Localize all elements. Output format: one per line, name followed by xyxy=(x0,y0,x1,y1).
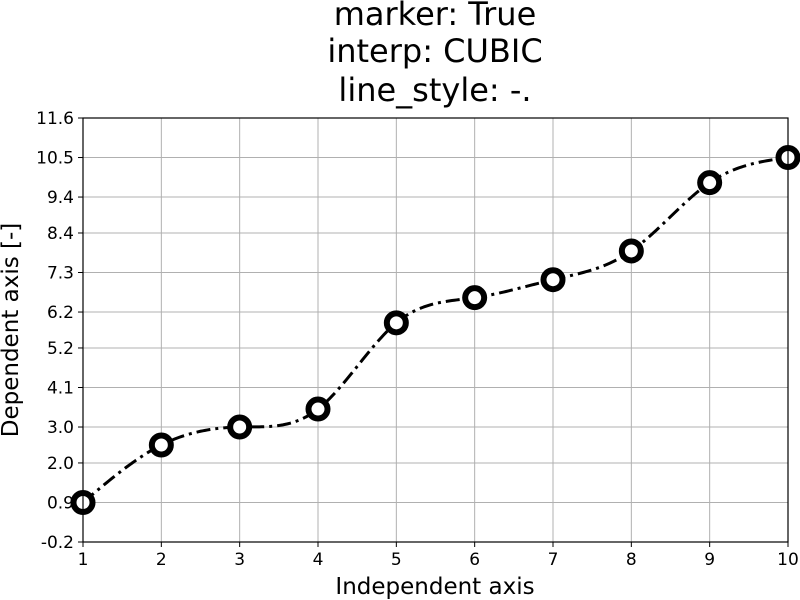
y-tick-label: 11.6 xyxy=(36,109,74,129)
x-tick-label: 4 xyxy=(313,550,324,570)
plot-frame xyxy=(82,117,789,543)
x-tick-label: 5 xyxy=(391,550,402,570)
y-tick-label: 5.2 xyxy=(47,339,74,359)
data-point-marker xyxy=(540,267,566,293)
y-tick-label: 6.2 xyxy=(47,303,74,323)
data-point-marker xyxy=(618,238,644,264)
y-tick-label: 10.5 xyxy=(36,149,74,169)
title-line-2: interp: CUBIC xyxy=(327,32,542,70)
series-line xyxy=(82,156,789,504)
data-point-marker xyxy=(305,396,331,422)
x-tick-label: 8 xyxy=(626,550,637,570)
series-line-group xyxy=(82,156,789,504)
y-axis-label: Dependent axis [-] xyxy=(0,223,24,437)
axis-ticks: 1 2 3 4 5 6 7 8 9 10 -0.2 0.9 2.0 3.0 4.1 5.2 6.2 7.3 8.4 9… xyxy=(36,109,799,570)
data-point-marker xyxy=(227,414,253,440)
y-tick-label: 2.0 xyxy=(47,454,74,474)
y-tick-label: -0.2 xyxy=(41,533,74,553)
x-tick-label: 3 xyxy=(234,550,245,570)
x-tick-label: 1 xyxy=(78,550,89,570)
x-tick-label: 2 xyxy=(156,550,167,570)
data-point-marker xyxy=(148,432,174,458)
data-point-marker xyxy=(462,285,488,311)
title-line-3: line_style: -. xyxy=(338,71,531,109)
grid xyxy=(82,117,789,543)
x-tick-label: 7 xyxy=(548,550,559,570)
y-tick-label: 0.9 xyxy=(47,493,74,513)
y-tick-label: 8.4 xyxy=(47,224,74,244)
data-point-marker xyxy=(697,170,723,196)
x-tick-label: 6 xyxy=(469,550,480,570)
y-tick-label: 4.1 xyxy=(47,378,74,398)
y-tick-label: 9.4 xyxy=(47,188,74,208)
series-markers xyxy=(70,145,800,515)
y-tick-label: 7.3 xyxy=(47,264,74,284)
y-tick-label: 3.0 xyxy=(47,418,74,438)
x-tick-label: 10 xyxy=(777,550,799,570)
x-tick-label: 9 xyxy=(704,550,715,570)
chart-title: marker: True interp: CUBIC line_style: -… xyxy=(327,0,542,109)
x-axis-label: Independent axis xyxy=(335,574,534,600)
title-line-1: marker: True xyxy=(334,0,537,33)
data-point-marker xyxy=(383,310,409,336)
